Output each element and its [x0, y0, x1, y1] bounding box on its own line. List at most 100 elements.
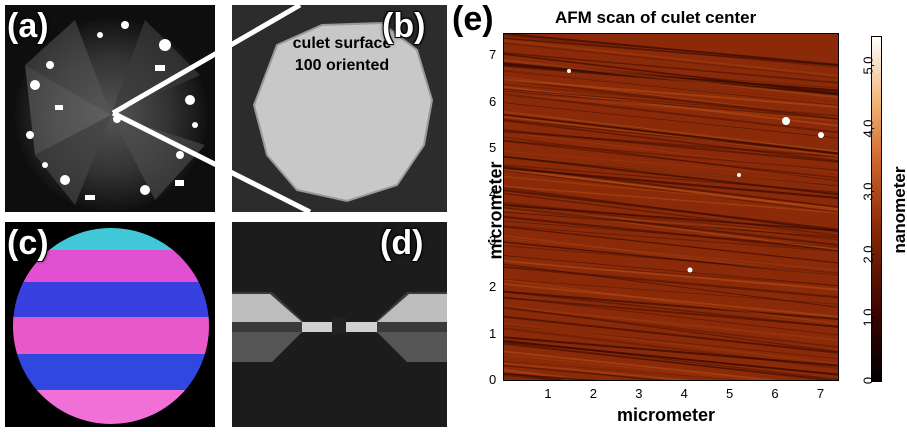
annotation-line-2: 100 oriented [294, 57, 390, 74]
culet-surface-annotation: culet surface 100 oriented [262, 33, 422, 77]
scan-streak [503, 215, 839, 252]
scan-streak [503, 324, 839, 360]
colorbar-tick-label: 0 [860, 376, 876, 385]
color-interference-photo [5, 222, 215, 427]
scan-streak [503, 139, 839, 172]
x-tick-label: 5 [726, 386, 734, 401]
afm-scan-image [503, 33, 839, 381]
scan-streak [503, 373, 575, 381]
scan-streak [503, 130, 839, 158]
panel-b-image: culet surface 100 oriented (b) [232, 5, 447, 212]
scan-streak [503, 206, 839, 247]
scan-streak [503, 279, 839, 325]
x-tick-label: 2 [589, 386, 598, 401]
colorbar-tick-label: 2,0 [860, 245, 876, 264]
scan-streak [503, 342, 839, 381]
scan-streak [503, 61, 839, 89]
scan-streak [503, 119, 839, 162]
scan-streak [503, 341, 839, 375]
scan-streak [503, 93, 839, 122]
scan-streak [503, 226, 839, 264]
scan-streak [503, 52, 839, 84]
scan-streak [503, 201, 839, 238]
x-tick-label: 4 [680, 386, 688, 401]
y-tick-label: 2 [489, 279, 497, 295]
scan-streak [503, 170, 839, 213]
scan-streak [503, 360, 756, 381]
scan-streak [503, 322, 839, 365]
surface-particle [687, 267, 693, 273]
scan-streak [503, 244, 839, 274]
scan-streak [503, 102, 839, 139]
panel-c-label: (c) [7, 224, 49, 262]
scan-streak [503, 290, 839, 321]
scan-streak [503, 255, 839, 287]
scan-streak [503, 39, 839, 78]
y-tick-label: 5 [489, 140, 497, 155]
scan-streak [503, 175, 839, 209]
scan-streak [503, 185, 839, 214]
afm-colorbar-label: nanometer [890, 166, 907, 254]
scan-streak [503, 307, 839, 348]
panel-b-label: (b) [382, 7, 426, 45]
y-tick-label: 4 [489, 186, 497, 202]
scan-streak [503, 78, 839, 121]
scan-streak [503, 70, 839, 106]
scan-streak [503, 112, 839, 155]
scan-streak [503, 189, 839, 231]
scan-streak [503, 131, 839, 173]
scan-streak [503, 362, 704, 381]
scan-streak [503, 78, 839, 109]
scan-streak [503, 118, 839, 155]
scan-streak [503, 368, 604, 381]
scan-streak [503, 59, 839, 99]
colorbar-tick-label: 5,0 [860, 56, 876, 75]
scan-streak [503, 37, 839, 67]
x-tick-label: 7 [816, 386, 825, 401]
scan-streak [503, 33, 839, 66]
scan-streak [503, 155, 839, 196]
scan-streak [503, 306, 839, 353]
surface-particle [567, 69, 571, 73]
surface-particle [782, 117, 790, 125]
scan-streak [503, 62, 839, 93]
y-tick-label: 7 [489, 47, 497, 63]
scan-streak [503, 115, 839, 157]
scan-streak [503, 42, 839, 79]
scan-streak [503, 296, 839, 328]
x-tick-label: 6 [771, 386, 779, 401]
y-tick-label: 1 [489, 325, 497, 341]
scan-streak [503, 234, 839, 278]
scan-streak [503, 350, 789, 381]
panel-a-image: (a) [5, 5, 215, 212]
x-tick-label: 3 [635, 386, 643, 401]
scan-streak [503, 204, 839, 232]
scan-streak [503, 90, 839, 120]
panel-a-label: (a) [7, 7, 49, 45]
panel-d-image: (d) [232, 222, 447, 427]
scan-streak [503, 166, 839, 212]
scan-streak [503, 154, 839, 189]
scan-streak [503, 343, 839, 381]
x-tick-label: 1 [544, 386, 552, 401]
scan-streak [503, 364, 677, 381]
scan-streak [503, 83, 839, 117]
panel-c-image: (c) [5, 222, 215, 427]
afm-heatmap [503, 33, 839, 381]
panel-d-label: (d) [380, 224, 424, 262]
scan-streak [503, 260, 839, 291]
side-view-photo [232, 222, 447, 427]
scan-streak [503, 327, 839, 370]
scan-streak [503, 315, 839, 354]
scan-streak [503, 296, 839, 336]
annotation-line-1: culet surface [292, 35, 392, 52]
scan-streak [503, 265, 839, 299]
scan-streak [503, 241, 839, 277]
scan-streak [503, 93, 839, 134]
scan-streak [503, 211, 839, 239]
scan-streak [503, 136, 839, 182]
afm-x-axis-title: micrometer [617, 405, 716, 425]
y-tick-label: 0 [489, 372, 497, 387]
afm-title: AFM scan of culet center [555, 8, 757, 27]
y-tick-label: 6 [489, 93, 497, 109]
